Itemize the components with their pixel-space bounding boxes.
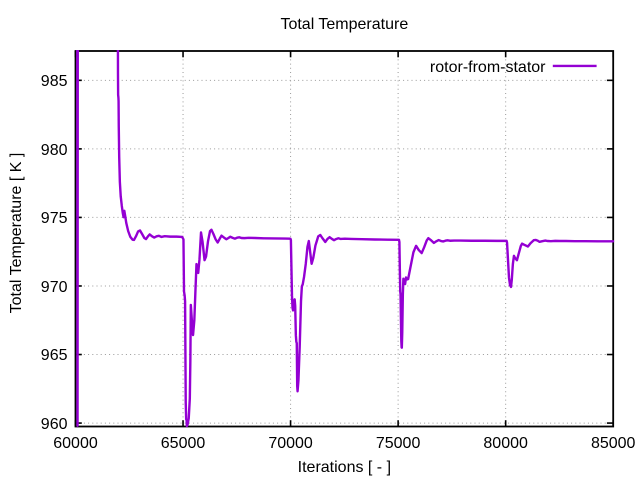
y-tick-label: 965 (40, 347, 68, 365)
plot-border (74, 50, 615, 428)
grid-lines (75, 51, 614, 427)
y-tick-label: 975 (40, 210, 68, 228)
x-tick-label: 70000 (268, 434, 313, 452)
x-tick-label: 85000 (590, 434, 636, 452)
legend-label: rotor-from-stator (429, 59, 546, 77)
x-tick-label: 60000 (53, 434, 98, 452)
x-tick-label: 80000 (483, 434, 528, 452)
y-tick-label: 960 (40, 415, 68, 433)
x-tick-label: 75000 (375, 434, 421, 452)
chart-title: Total Temperature (280, 16, 409, 33)
x-axis-label: Iterations [ - ] (297, 458, 392, 476)
y-axis-label: Total Temperature [ K ] (7, 152, 25, 314)
y-tick-label: 985 (40, 73, 68, 91)
x-tick-label: 65000 (160, 434, 206, 452)
series-line-rotor-from-stator (76, 50, 615, 428)
y-tick-label: 980 (40, 141, 68, 159)
y-tick-label: 970 (40, 278, 68, 296)
